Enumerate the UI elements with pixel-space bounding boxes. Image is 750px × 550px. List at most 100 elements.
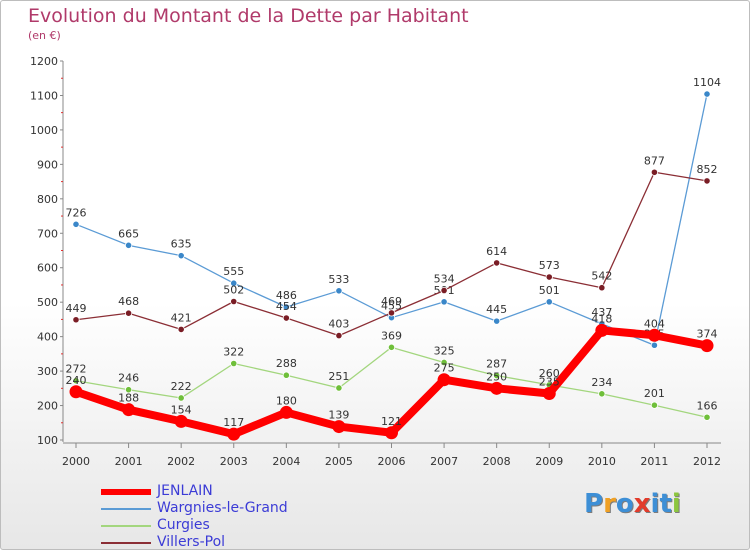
logo-letter: i bbox=[650, 489, 660, 519]
x-tick-label: 2004 bbox=[272, 455, 300, 468]
data-point bbox=[72, 316, 80, 324]
data-point bbox=[650, 168, 659, 176]
logo-letter: t bbox=[659, 489, 672, 519]
data-label: 288 bbox=[276, 357, 297, 370]
data-label: 726 bbox=[66, 206, 87, 219]
logo-letter: r bbox=[603, 489, 616, 519]
logo-letter: i bbox=[671, 489, 681, 519]
y-tick-label: 200 bbox=[37, 400, 58, 413]
data-point bbox=[385, 426, 398, 440]
data-label: 180 bbox=[276, 394, 297, 407]
data-point bbox=[230, 359, 238, 368]
data-label: 139 bbox=[328, 409, 349, 422]
data-label: 322 bbox=[223, 346, 244, 359]
data-label: 260 bbox=[539, 367, 560, 380]
x-tick-label: 2007 bbox=[430, 455, 458, 468]
data-label: 533 bbox=[328, 273, 349, 286]
chart-subtitle: (en €) bbox=[28, 29, 61, 42]
legend-label-wargnies: Wargnies-le-Grand bbox=[157, 500, 288, 516]
data-point bbox=[650, 401, 659, 409]
y-tick-label: 400 bbox=[37, 331, 58, 344]
data-label: 1104 bbox=[693, 76, 721, 89]
data-point bbox=[703, 90, 711, 98]
data-point bbox=[598, 390, 606, 398]
data-point bbox=[282, 303, 290, 311]
data-label: 449 bbox=[66, 302, 87, 315]
data-point bbox=[493, 317, 501, 325]
data-label: 404 bbox=[644, 317, 665, 330]
data-point bbox=[335, 287, 343, 295]
logo-letter: o bbox=[615, 489, 634, 519]
data-point bbox=[72, 220, 80, 228]
legend-label-villers: Villers-Pol bbox=[157, 534, 226, 550]
y-tick-label: 1200 bbox=[30, 55, 58, 68]
data-point bbox=[542, 386, 556, 400]
data-label: 501 bbox=[539, 284, 560, 297]
data-point bbox=[69, 385, 83, 399]
y-tick-label: 100 bbox=[37, 434, 58, 447]
data-point bbox=[282, 314, 290, 322]
data-label: 852 bbox=[697, 163, 718, 176]
data-label: 188 bbox=[118, 392, 139, 405]
y-tick-label: 1100 bbox=[30, 89, 58, 102]
data-point bbox=[703, 177, 711, 185]
data-point bbox=[387, 309, 396, 317]
data-label: 121 bbox=[381, 415, 402, 428]
x-tick-label: 2003 bbox=[220, 455, 248, 468]
data-label: 166 bbox=[697, 399, 718, 412]
data-label: 325 bbox=[434, 344, 455, 357]
y-tick-label: 500 bbox=[37, 296, 58, 309]
data-label: 403 bbox=[328, 318, 349, 331]
data-point bbox=[598, 284, 606, 292]
data-label: 374 bbox=[697, 328, 718, 341]
x-tick-label: 2011 bbox=[640, 455, 668, 468]
data-point bbox=[493, 371, 501, 380]
data-point bbox=[703, 413, 711, 421]
x-tick-label: 2000 bbox=[62, 455, 90, 468]
data-label: 272 bbox=[66, 363, 87, 376]
y-tick-label: 300 bbox=[37, 365, 58, 378]
data-label: 635 bbox=[171, 238, 192, 251]
data-label: 418 bbox=[591, 312, 612, 325]
legend-swatch-villers bbox=[101, 542, 151, 544]
data-point bbox=[124, 309, 133, 317]
x-tick-label: 2009 bbox=[535, 455, 563, 468]
logo-letter: P bbox=[584, 489, 604, 519]
legend-swatch-curgies bbox=[101, 525, 151, 527]
data-point bbox=[177, 394, 185, 402]
data-label: 877 bbox=[644, 154, 665, 167]
data-label: 234 bbox=[591, 376, 612, 389]
data-point bbox=[493, 259, 501, 267]
data-label: 235 bbox=[539, 375, 560, 388]
data-point bbox=[700, 339, 714, 353]
logo-letter: x bbox=[633, 489, 651, 519]
data-point bbox=[647, 328, 661, 342]
x-tick-label: 2002 bbox=[167, 455, 195, 468]
legend-swatch-wargnies bbox=[101, 508, 151, 510]
data-point bbox=[279, 405, 293, 419]
data-point bbox=[177, 325, 185, 334]
data-label: 240 bbox=[66, 374, 87, 387]
data-point bbox=[230, 279, 238, 287]
data-point bbox=[335, 332, 343, 340]
data-label: 445 bbox=[486, 303, 507, 316]
data-label: 117 bbox=[223, 416, 244, 429]
data-label: 421 bbox=[171, 311, 192, 324]
x-tick-label: 2010 bbox=[588, 455, 616, 468]
data-point bbox=[177, 252, 185, 260]
data-label: 534 bbox=[434, 272, 455, 285]
data-label: 542 bbox=[591, 270, 612, 283]
y-tick-label: 800 bbox=[37, 193, 58, 206]
chart-title: Evolution du Montant de la Dette par Hab… bbox=[28, 5, 469, 27]
y-tick-label: 900 bbox=[37, 158, 58, 171]
data-point bbox=[174, 414, 188, 428]
data-point bbox=[124, 386, 133, 394]
data-label: 287 bbox=[486, 358, 507, 371]
data-label: 469 bbox=[381, 295, 402, 308]
x-tick-label: 2001 bbox=[115, 455, 143, 468]
data-point bbox=[122, 403, 136, 417]
data-label: 275 bbox=[434, 362, 455, 375]
data-label: 369 bbox=[381, 329, 402, 342]
data-label: 437 bbox=[591, 306, 612, 319]
